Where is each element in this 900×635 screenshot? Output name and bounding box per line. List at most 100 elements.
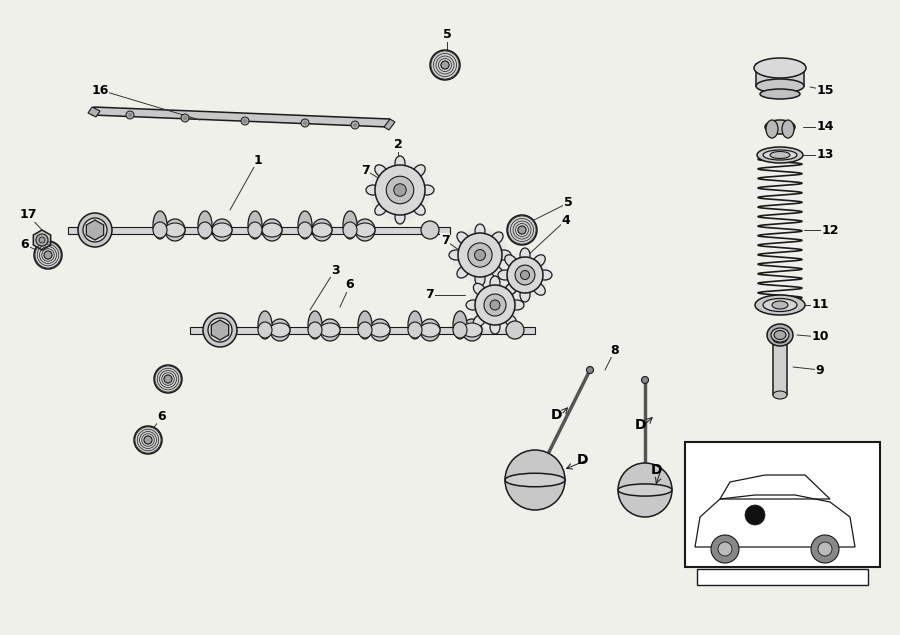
Circle shape [811, 535, 839, 563]
Circle shape [36, 234, 48, 246]
Circle shape [183, 116, 187, 120]
Text: 7: 7 [441, 234, 449, 246]
Ellipse shape [366, 185, 380, 195]
Circle shape [515, 265, 535, 285]
Circle shape [375, 165, 425, 215]
Ellipse shape [165, 223, 185, 237]
Ellipse shape [248, 211, 262, 239]
Ellipse shape [203, 313, 237, 347]
Ellipse shape [475, 224, 485, 238]
Circle shape [475, 285, 515, 325]
Ellipse shape [760, 89, 800, 99]
Circle shape [351, 121, 359, 129]
Ellipse shape [618, 484, 672, 496]
Circle shape [353, 123, 357, 127]
Circle shape [44, 251, 52, 259]
Circle shape [386, 177, 414, 204]
Ellipse shape [763, 150, 797, 160]
Ellipse shape [457, 266, 469, 278]
Ellipse shape [756, 79, 804, 93]
Circle shape [39, 237, 45, 243]
Circle shape [484, 294, 506, 316]
Ellipse shape [421, 221, 439, 239]
Ellipse shape [763, 298, 797, 312]
Ellipse shape [505, 283, 517, 295]
Ellipse shape [773, 335, 787, 343]
Ellipse shape [420, 319, 440, 341]
Ellipse shape [520, 248, 530, 262]
Text: D: D [634, 418, 646, 432]
Text: 2: 2 [393, 138, 402, 152]
Ellipse shape [520, 288, 530, 302]
Ellipse shape [212, 223, 232, 237]
Ellipse shape [420, 323, 440, 337]
Text: 1: 1 [254, 154, 263, 166]
Ellipse shape [755, 295, 805, 315]
Text: 3: 3 [330, 264, 339, 276]
Circle shape [144, 436, 152, 444]
Text: 7: 7 [426, 288, 435, 302]
Circle shape [241, 117, 249, 125]
Ellipse shape [258, 322, 272, 338]
Text: 9: 9 [815, 363, 824, 377]
Text: 13: 13 [816, 149, 833, 161]
Text: 17: 17 [19, 208, 37, 222]
Bar [697, 569, 868, 585]
Ellipse shape [533, 255, 545, 267]
Circle shape [128, 113, 132, 117]
Polygon shape [384, 119, 395, 130]
Ellipse shape [754, 58, 806, 78]
Ellipse shape [767, 324, 793, 346]
Circle shape [518, 226, 526, 234]
Ellipse shape [355, 223, 375, 237]
Ellipse shape [505, 473, 565, 487]
Ellipse shape [505, 314, 517, 326]
Text: D: D [577, 453, 589, 467]
Ellipse shape [408, 311, 422, 339]
Ellipse shape [165, 219, 185, 241]
Ellipse shape [765, 120, 795, 134]
Text: D: D [652, 463, 662, 477]
Circle shape [134, 426, 162, 454]
Ellipse shape [505, 255, 517, 267]
Ellipse shape [510, 300, 524, 310]
Text: 14: 14 [816, 121, 833, 133]
Circle shape [441, 61, 449, 69]
Circle shape [711, 535, 739, 563]
Circle shape [618, 463, 672, 517]
Circle shape [745, 505, 765, 525]
Circle shape [490, 300, 500, 310]
Circle shape [507, 257, 543, 293]
Circle shape [301, 119, 309, 127]
Polygon shape [33, 230, 50, 250]
Ellipse shape [198, 211, 212, 239]
Ellipse shape [308, 311, 322, 339]
Ellipse shape [497, 250, 511, 260]
Ellipse shape [298, 211, 312, 239]
Ellipse shape [757, 147, 803, 163]
Circle shape [505, 450, 565, 510]
Ellipse shape [413, 203, 425, 215]
Bar [773, 339, 787, 395]
Circle shape [126, 111, 134, 119]
Ellipse shape [358, 311, 372, 339]
Ellipse shape [153, 211, 167, 239]
Ellipse shape [449, 250, 463, 260]
Ellipse shape [374, 165, 387, 177]
Ellipse shape [506, 321, 524, 339]
Ellipse shape [312, 219, 332, 241]
Ellipse shape [395, 210, 405, 224]
Ellipse shape [248, 222, 262, 238]
Ellipse shape [462, 323, 482, 337]
Ellipse shape [212, 219, 232, 241]
Circle shape [243, 119, 247, 123]
Ellipse shape [505, 283, 517, 295]
Text: 6: 6 [158, 410, 166, 424]
Polygon shape [86, 220, 104, 240]
Ellipse shape [475, 272, 485, 286]
Circle shape [469, 279, 521, 331]
Bar [190, 326, 535, 333]
Ellipse shape [538, 270, 552, 280]
Circle shape [474, 250, 485, 260]
Ellipse shape [395, 156, 405, 170]
